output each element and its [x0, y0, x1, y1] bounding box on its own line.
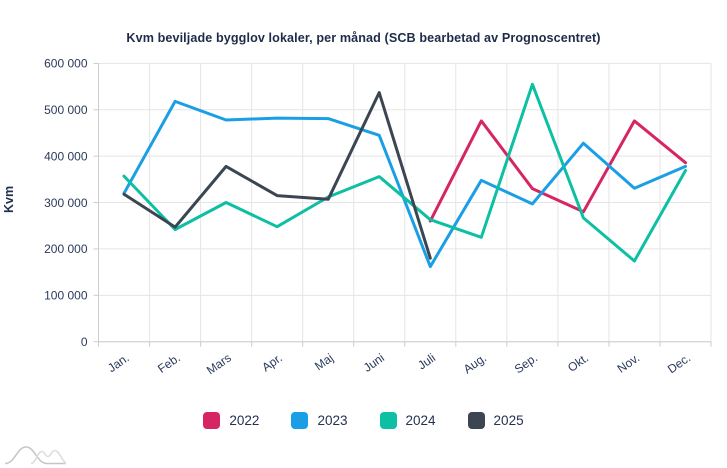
x-tick-label: Sep.	[512, 351, 540, 377]
y-tick-label: 300 000	[44, 196, 88, 210]
x-tick-label: Dec.	[665, 351, 693, 377]
legend-item-2023[interactable]: 2023	[291, 411, 348, 429]
legend-label: 2025	[493, 412, 524, 428]
x-tick-label: Juni	[361, 351, 387, 375]
x-tick-label: Okt.	[565, 351, 591, 375]
x-tick-label: Juli	[415, 351, 438, 373]
y-tick-label: 600 000	[44, 57, 88, 71]
x-axis-month-labels: Jan. Feb. Mars Apr. Maj Juni Juli Aug. Sep. Okt. N…	[105, 351, 693, 378]
series-line-2025	[122, 91, 432, 260]
y-tick-label: 400 000	[44, 149, 88, 163]
line-chart-plot[interactable]: 0 100 000 200 000 300 000 400 000 500 000 600 …	[0, 0, 727, 400]
legend-item-2022[interactable]: 2022	[203, 411, 260, 429]
x-tick-label: Mars	[204, 351, 234, 378]
legend-item-2025[interactable]: 2025	[467, 411, 524, 429]
legend: 2022 2023 2024 2025	[0, 409, 727, 431]
legend-swatch-2024	[379, 411, 397, 429]
y-tick-label: 100 000	[44, 289, 88, 303]
legend-swatch-2023	[291, 411, 309, 429]
series-line-2023	[122, 99, 687, 269]
x-tick-label: Nov.	[615, 351, 643, 376]
x-tick-label: Maj	[312, 351, 336, 374]
chart-title: Kvm beviljade bygglov lokaler, per månad…	[126, 31, 601, 45]
series-line-2024	[122, 82, 687, 263]
y-tick-label: 0	[81, 335, 88, 349]
legend-swatch-2025	[467, 411, 485, 429]
axes	[93, 62, 712, 347]
y-tick-label: 200 000	[44, 242, 88, 256]
series-line-2022	[428, 119, 687, 223]
legend-swatch-2022	[203, 411, 221, 429]
x-tick-label: Jan.	[105, 351, 132, 375]
x-tick-label: Apr.	[259, 351, 285, 375]
x-tick-label: Feb.	[155, 351, 183, 376]
legend-label: 2022	[229, 412, 260, 428]
y-axis-tick-labels: 0 100 000 200 000 300 000 400 000 500 000 600 …	[44, 57, 88, 349]
legend-label: 2024	[405, 412, 436, 428]
legend-label: 2023	[317, 412, 348, 428]
y-axis-title: Kvm	[2, 185, 16, 213]
y-tick-label: 500 000	[44, 103, 88, 117]
watermark-logo	[4, 446, 67, 465]
x-tick-label: Aug.	[461, 351, 489, 377]
legend-item-2024[interactable]: 2024	[379, 411, 436, 429]
